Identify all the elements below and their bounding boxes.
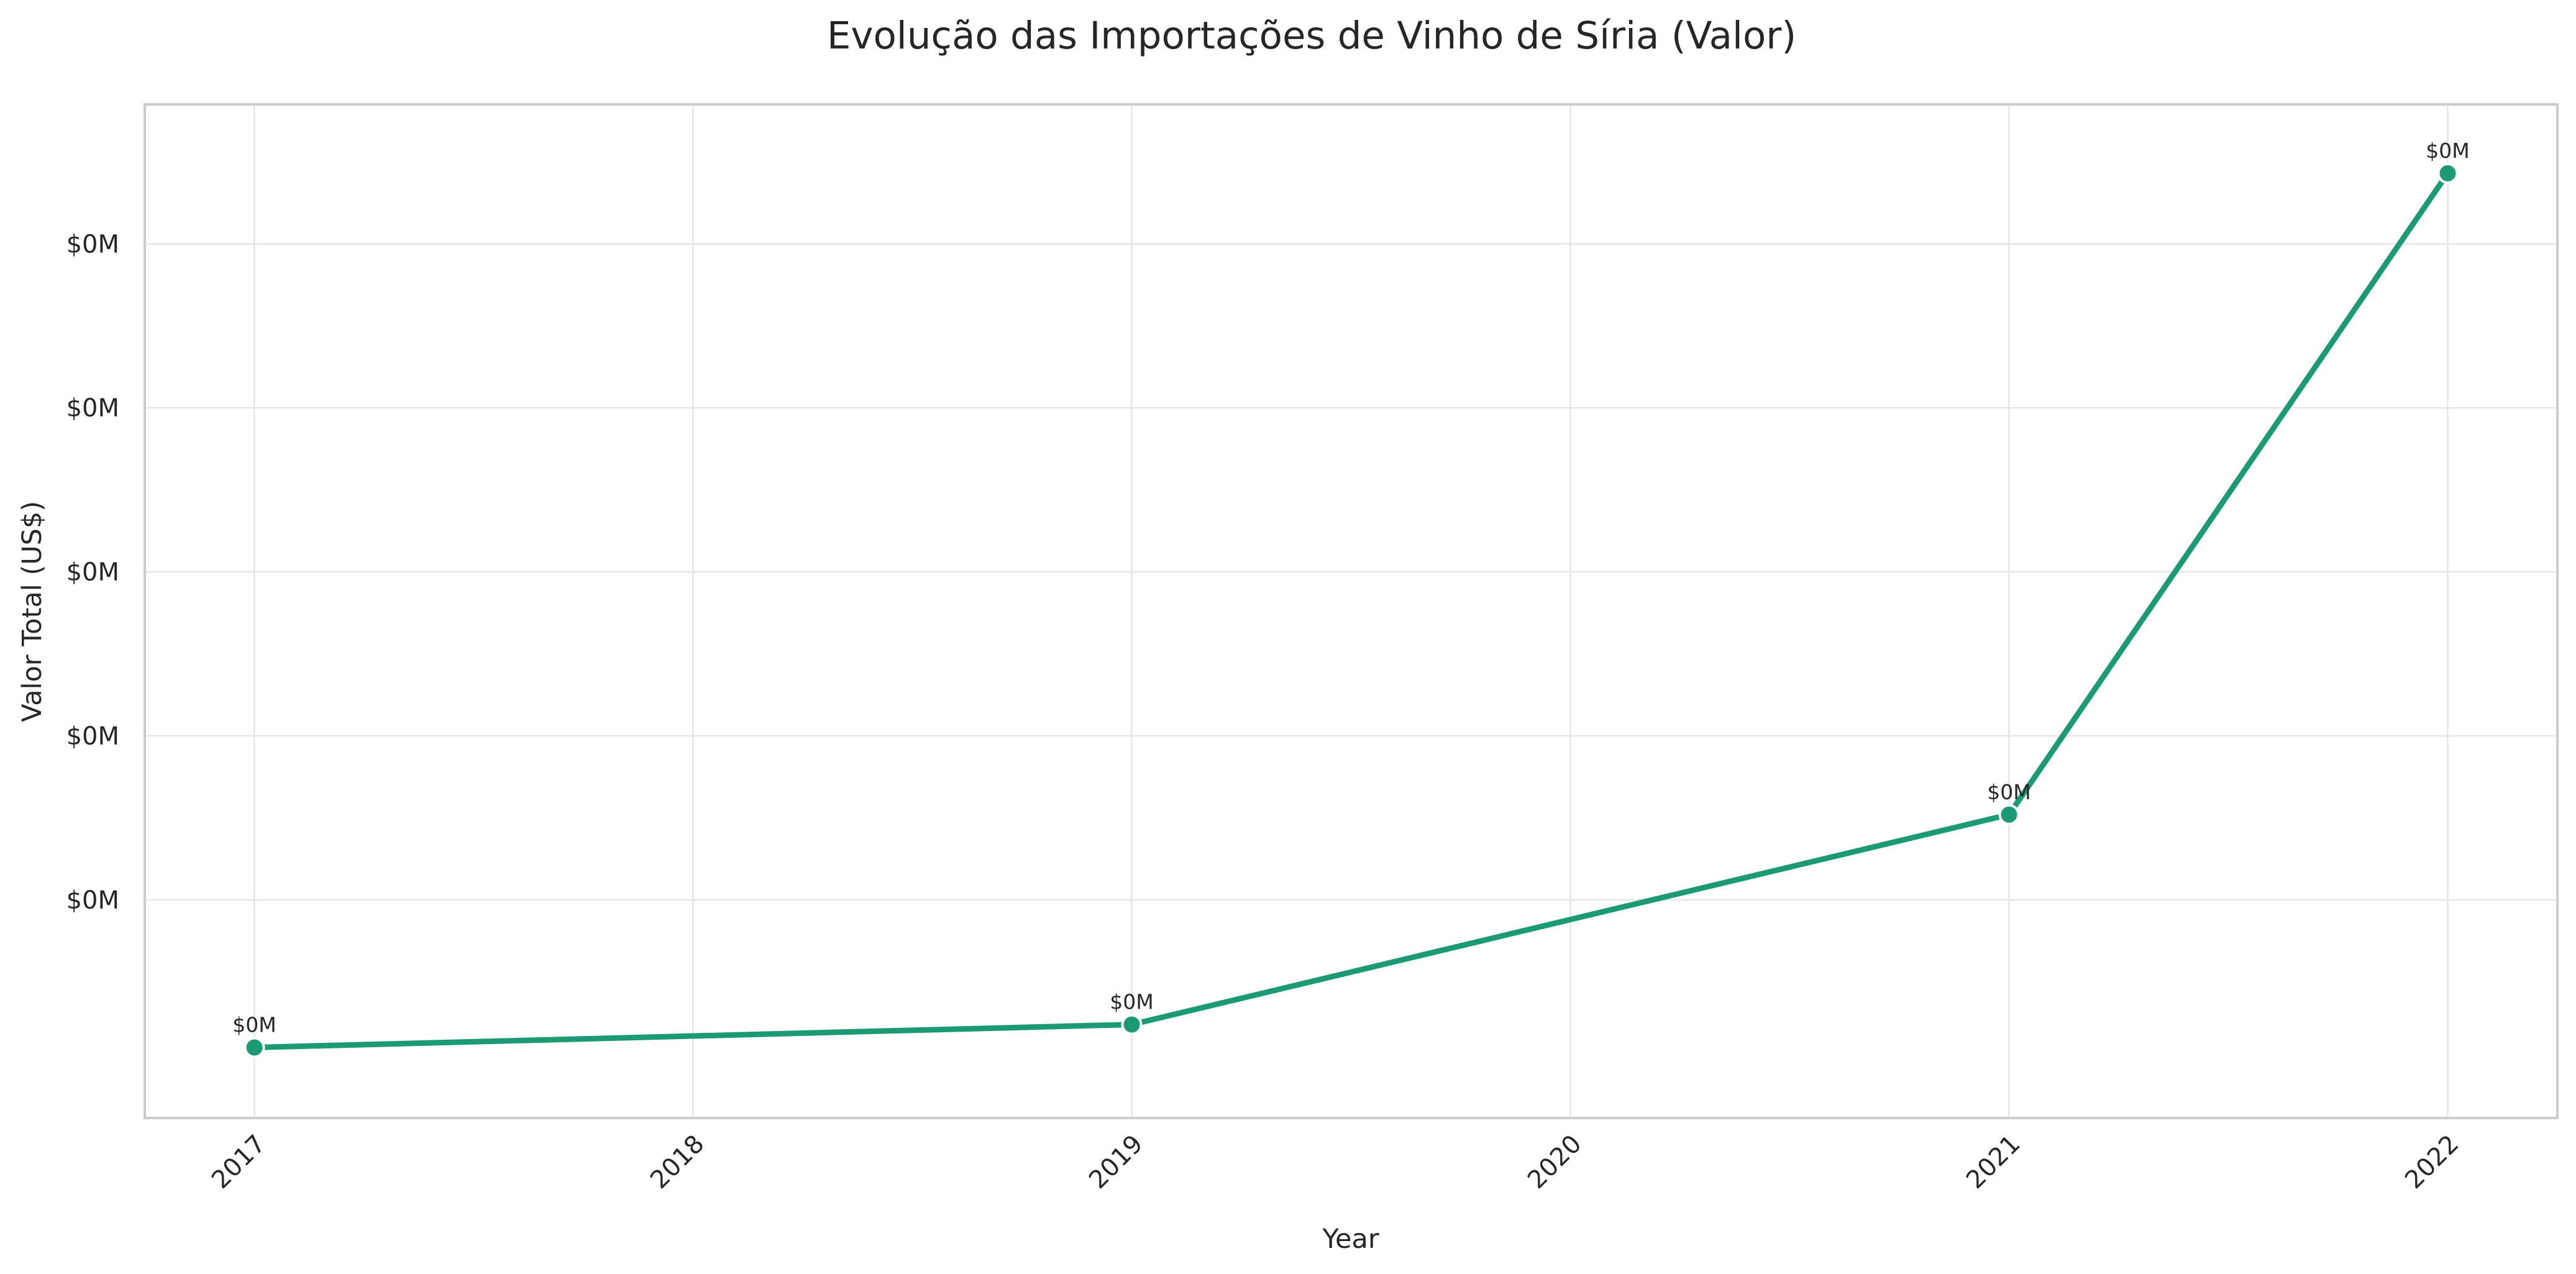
y-tick-label: $0M bbox=[66, 230, 119, 259]
plot-area bbox=[144, 103, 2559, 1119]
series-layer bbox=[252, 170, 2450, 1051]
points-layer bbox=[244, 162, 2459, 1058]
y-tick-label: $0M bbox=[66, 394, 119, 423]
x-tick-label: 2017 bbox=[206, 1130, 272, 1195]
x-tick-label: 2019 bbox=[1084, 1130, 1149, 1195]
y-tick-label: $0M bbox=[66, 558, 119, 587]
data-point-label: $0M bbox=[1987, 780, 2030, 804]
data-point bbox=[2437, 162, 2459, 184]
y-axis-label: Valor Total (US$) bbox=[17, 501, 48, 722]
y-axis-ticks: $0M $0M $0M $0M $0M bbox=[66, 230, 119, 915]
data-point bbox=[1998, 804, 2020, 825]
y-tick-label: $0M bbox=[66, 722, 119, 751]
y-tick-label: $0M bbox=[66, 886, 119, 915]
data-point-label: $0M bbox=[2426, 139, 2469, 163]
data-point-label: $0M bbox=[1110, 990, 1153, 1014]
x-axis-ticks: 2017 2018 2019 2020 2021 2022 bbox=[206, 1130, 2465, 1195]
x-tick-label: 2022 bbox=[2400, 1130, 2465, 1195]
data-point bbox=[244, 1037, 265, 1058]
x-tick-label: 2020 bbox=[1522, 1130, 1587, 1195]
point-labels-layer: $0M $0M $0M $0M bbox=[232, 139, 2469, 1037]
x-tick-label: 2021 bbox=[1961, 1130, 2026, 1195]
chart-title: Evolução das Importações de Vinho de Sír… bbox=[827, 14, 1796, 58]
data-point-label: $0M bbox=[232, 1013, 276, 1037]
x-tick-label: 2018 bbox=[645, 1130, 710, 1195]
series-line bbox=[252, 170, 2450, 1051]
grid-layer bbox=[145, 104, 2557, 1118]
data-point bbox=[1121, 1014, 1143, 1035]
x-axis-label: Year bbox=[1322, 1224, 1379, 1255]
